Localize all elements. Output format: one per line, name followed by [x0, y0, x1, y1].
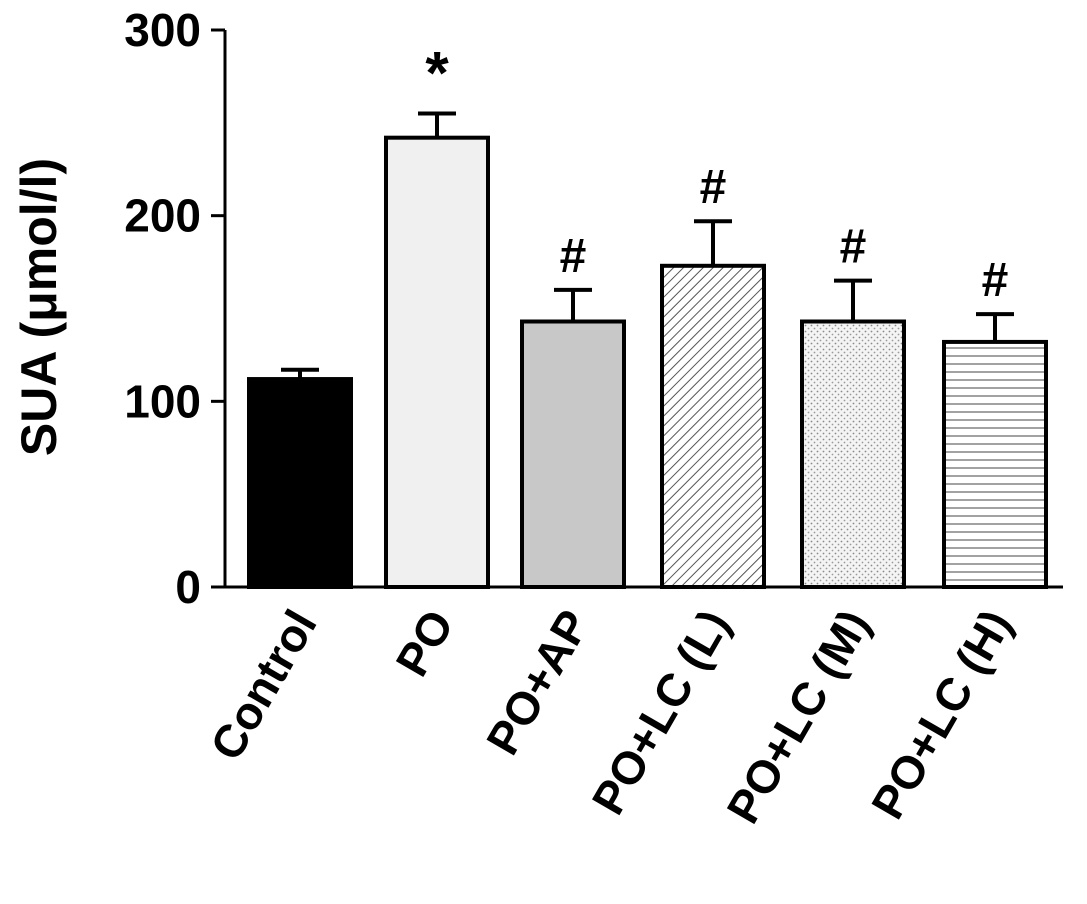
y-tick-label: 0 — [175, 561, 201, 613]
significance-marker: # — [700, 161, 727, 214]
significance-markers-group: * # # # # — [425, 40, 1008, 308]
error-bars-group — [281, 111, 1014, 380]
bar-control — [247, 377, 353, 590]
significance-marker: # — [982, 254, 1009, 307]
y-tick-label: 200 — [124, 190, 201, 242]
y-axis: 0 100 200 300 — [124, 4, 227, 613]
bar-po-lc-l — [660, 263, 766, 589]
bar-po-ap — [520, 319, 626, 589]
bars-group — [247, 135, 1048, 590]
category-label: PO+LC (H) — [861, 601, 1022, 827]
significance-marker: # — [840, 221, 867, 274]
bar-po-lc-m — [800, 319, 906, 589]
category-label: PO+LC (M) — [716, 601, 879, 832]
bar-po — [384, 135, 490, 589]
category-label: PO+AP — [476, 601, 600, 763]
category-label: PO — [385, 601, 463, 685]
y-tick-label: 100 — [124, 375, 201, 427]
y-tick-label: 300 — [124, 4, 201, 56]
y-axis-title: SUA (μmol/l) — [11, 158, 67, 456]
category-label: PO+LC (L) — [582, 601, 740, 823]
significance-marker: # — [560, 230, 587, 283]
bar-po-lc-h — [942, 339, 1048, 590]
category-label: Control — [200, 601, 327, 769]
significance-marker: * — [425, 40, 449, 107]
